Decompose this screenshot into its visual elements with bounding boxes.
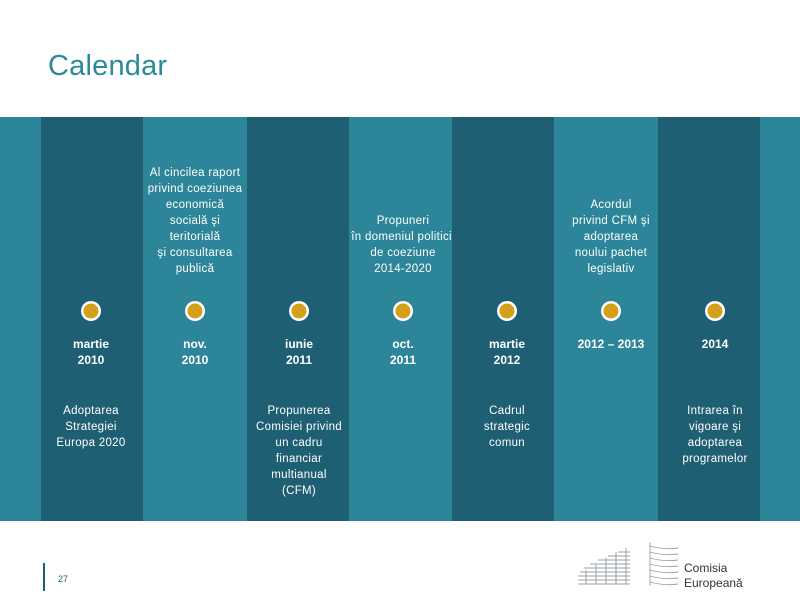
ec-building-logo-icon (578, 548, 630, 585)
ec-logo-text: Comisia Europeană (684, 561, 743, 591)
timeline-item: Al cincilea raport privind coeziunea eco… (140, 117, 250, 521)
page-number: 27 (58, 574, 69, 584)
timeline-event-top: Propuneri în domeniul politicii de coezi… (351, 215, 455, 275)
timeline-item: 2014 Intrarea în vigoare şi adoptarea pro… (660, 117, 770, 521)
timeline-date: 2014 (701, 337, 729, 351)
ec-logo-line2: Europeană (684, 576, 743, 590)
timeline-event-bottom: Propunerea Comisiei privind un cadru fin… (256, 405, 342, 497)
timeline-event-bottom: Adoptarea Strategiei Europa 2020 (56, 405, 126, 449)
timeline-event-bottom: Cadrul strategic comun (483, 405, 531, 449)
timeline-event-top: Al cincilea raport privind coeziunea eco… (147, 167, 243, 275)
ec-flag-logo-icon (649, 542, 679, 586)
timeline-milestone-dot-icon (497, 301, 517, 321)
timeline-milestone-dot-icon (393, 301, 413, 321)
timeline-milestone-dot-icon (289, 301, 309, 321)
timeline-event-top: Acordul privind CFM şi adoptarea noului … (572, 199, 650, 275)
timeline-date: martie 2010 (72, 337, 110, 367)
timeline-date: 2012 – 2013 (577, 337, 645, 351)
timeline-milestone-dot-icon (601, 301, 621, 321)
timeline-item: martie 2012 Cadrul strategic comun (452, 117, 562, 521)
timeline-item: Propuneri în domeniul politicii de coezi… (348, 117, 458, 521)
timeline-date: nov. 2010 (181, 337, 209, 367)
timeline-item: martie 2010 Adoptarea Strategiei Europa 2… (36, 117, 146, 521)
page-title: Calendar (48, 50, 168, 82)
timeline-date: iunie 2011 (284, 337, 313, 367)
timeline-item: Acordul privind CFM şi adoptarea noului … (556, 117, 666, 521)
timeline-milestone-dot-icon (705, 301, 725, 321)
footer-divider (43, 563, 45, 591)
timeline-date: oct. 2011 (389, 337, 417, 367)
timeline-date: martie 2012 (488, 337, 526, 367)
timeline-milestone-dot-icon (185, 301, 205, 321)
timeline-event-bottom: Intrarea în vigoare şi adoptarea program… (682, 405, 748, 465)
timeline-item: iunie 2011 Propunerea Comisiei privind un… (244, 117, 354, 521)
timeline-milestone-dot-icon (81, 301, 101, 321)
ec-logo-line1: Comisia (684, 561, 728, 575)
